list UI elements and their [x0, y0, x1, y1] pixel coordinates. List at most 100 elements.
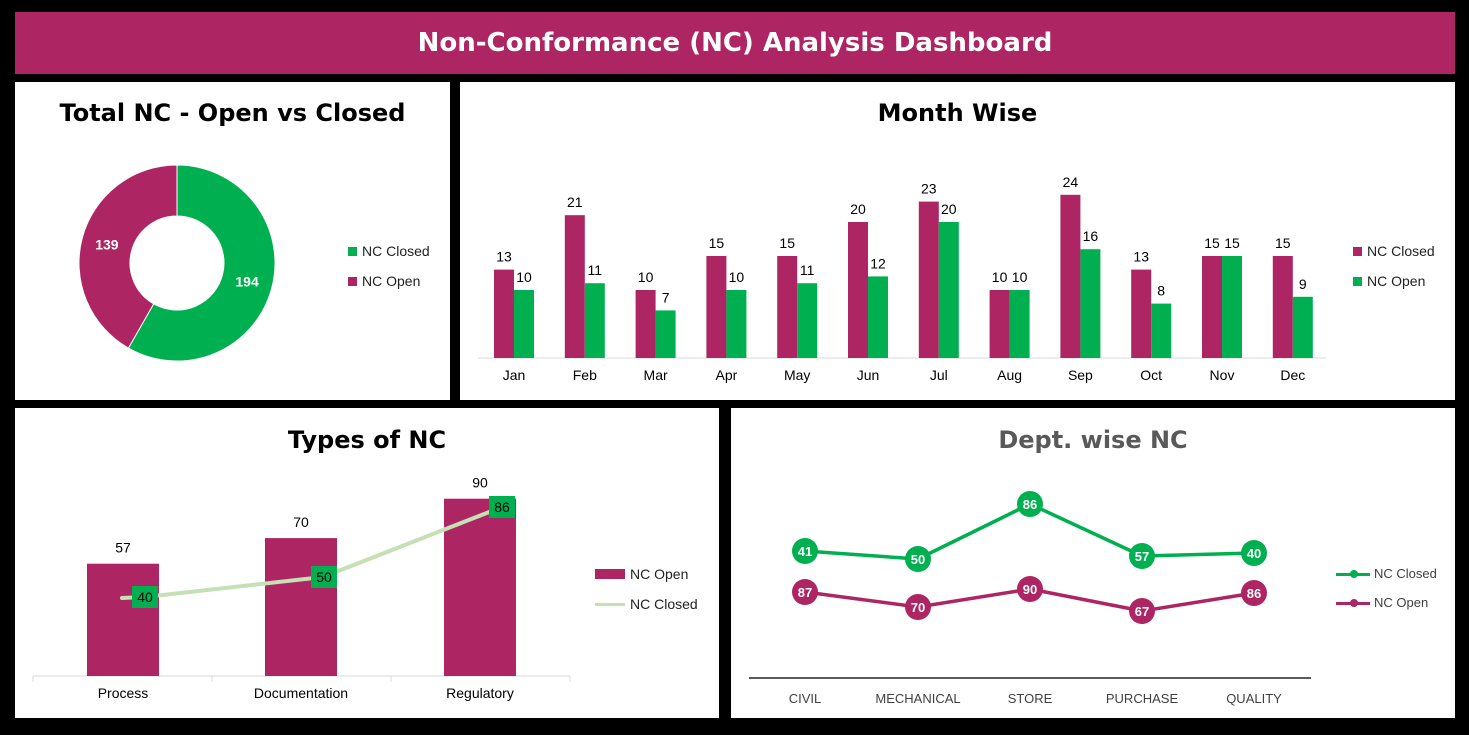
x-tick-label: STORE	[1008, 691, 1053, 706]
bar	[989, 290, 1010, 358]
x-tick-label: Dec	[1280, 367, 1305, 383]
line-data-label: 50	[316, 569, 332, 585]
bar	[584, 283, 605, 358]
x-tick-label: Nov	[1210, 367, 1235, 383]
legend-label-closed: NC Closed	[1374, 566, 1437, 581]
month-title: Month Wise	[877, 99, 1038, 127]
bar	[918, 201, 939, 358]
line-data-label: 86	[1247, 586, 1261, 601]
bar-data-label: 10	[638, 269, 654, 285]
x-tick-label: Regulatory	[446, 685, 514, 701]
line-point	[1241, 540, 1267, 566]
bar	[726, 290, 747, 358]
bar	[1060, 194, 1081, 358]
line-data-label: 90	[1023, 582, 1037, 597]
legend-item-open: NC Open	[348, 266, 430, 296]
dept-panel: Dept. wise NC CIVIL MECHANICAL STORE PURCHA…	[731, 408, 1455, 718]
donut-slice	[127, 164, 276, 362]
bar-data-label: 90	[472, 475, 488, 491]
donut-data-label: 139	[95, 236, 119, 252]
bar	[938, 222, 959, 358]
bar-data-label: 10	[516, 269, 532, 285]
legend-swatch-open	[1336, 597, 1370, 609]
legend-label-closed: NC Closed	[1367, 243, 1435, 259]
bar-data-label: 20	[941, 201, 957, 217]
types-legend: NC Open NC Closed	[595, 559, 698, 619]
legend-item-open: NC Open	[1353, 266, 1435, 296]
bar	[1151, 303, 1172, 358]
line-data-label: 86	[494, 499, 510, 515]
x-tick-label: Documentation	[254, 685, 348, 701]
x-tick-label: Mar	[644, 367, 668, 383]
types-title: Types of NC	[287, 426, 447, 454]
bar-data-label: 15	[709, 235, 725, 251]
legend-label-closed: NC Closed	[362, 243, 430, 259]
donut-slice	[78, 164, 178, 349]
line-point	[1129, 543, 1155, 569]
line-data-label-bg	[489, 496, 515, 518]
bar-data-label: 16	[1083, 228, 1099, 244]
line-data-label: 87	[798, 585, 812, 600]
bar	[87, 563, 159, 676]
line-point	[1017, 576, 1043, 602]
line-point	[905, 546, 931, 572]
legend-swatch-closed	[1336, 568, 1370, 580]
bar	[868, 276, 888, 358]
line-data-label: 40	[137, 589, 153, 605]
types-chart: 57 Process 70 Documentation 90 Regulatory 40 50…	[32, 475, 571, 701]
legend-label-open: NC Open	[1367, 273, 1426, 289]
bar-data-label: 13	[1133, 249, 1149, 265]
line-data-label: 86	[1023, 497, 1037, 512]
legend-label-open: NC Open	[630, 566, 689, 582]
bar-data-label: 15	[1204, 235, 1220, 251]
x-tick-label: PURCHASE	[1106, 691, 1179, 706]
legend-item-closed: NC Closed	[595, 589, 698, 619]
legend-swatch-closed	[348, 246, 357, 256]
x-tick-label: QUALITY	[1226, 691, 1282, 706]
line-data-label: 57	[1135, 549, 1149, 564]
x-tick-label: Oct	[1140, 367, 1162, 383]
bar	[494, 269, 514, 358]
legend-label-open: NC Open	[1374, 595, 1429, 610]
x-tick-label: Aug	[997, 367, 1022, 383]
bar	[635, 290, 656, 358]
dept-title: Dept. wise NC	[998, 426, 1188, 454]
x-tick-label: MECHANICAL	[875, 691, 960, 706]
bar	[1009, 290, 1030, 358]
bar-data-label: 10	[1012, 269, 1028, 285]
legend-item-open: NC Open	[595, 559, 698, 589]
x-tick-label: Sep	[1068, 367, 1093, 383]
x-tick-label: Jun	[857, 367, 880, 383]
bar	[1222, 256, 1242, 358]
legend-swatch-open	[348, 276, 357, 286]
bar	[1080, 249, 1101, 358]
x-tick-label: CIVIL	[789, 691, 822, 706]
line-point	[1129, 598, 1155, 624]
legend-swatch-closed	[1353, 246, 1362, 256]
bar	[1292, 296, 1313, 358]
bar-data-label: 10	[992, 269, 1008, 285]
legend-label-closed: NC Closed	[630, 596, 698, 612]
bar	[564, 215, 585, 358]
bar-data-label: 70	[293, 514, 309, 530]
legend-item-closed: NC Closed	[1336, 559, 1437, 588]
x-tick-label: May	[784, 367, 810, 383]
month-chart: 1310Jan2111Feb107Mar1510Apr1511May2012Ju…	[478, 174, 1326, 383]
line-point	[905, 594, 931, 620]
x-tick-label: Process	[98, 685, 149, 701]
legend-label-open: NC Open	[362, 273, 421, 289]
donut-title: Total NC - Open vs Closed	[59, 99, 406, 127]
donut-panel: Total NC - Open vs Closed 194 139 NC Clos…	[15, 82, 450, 400]
x-tick-label: Jan	[503, 367, 526, 383]
donut-chart: 194 139	[78, 164, 276, 362]
line-data-label: 40	[1247, 546, 1261, 561]
bar-data-label: 23	[921, 181, 937, 197]
x-tick-label: Jul	[930, 367, 948, 383]
line-data-label: 41	[798, 544, 812, 559]
bar-data-label: 11	[800, 262, 815, 278]
bar-data-label: 13	[496, 249, 512, 265]
x-tick-label: Apr	[716, 367, 738, 383]
month-panel: Month Wise 13 10 Jan 21 11 Feb 10 7 Mar 15 10 Apr 15…	[460, 82, 1455, 400]
dashboard-title: Non-Conformance (NC) Analysis Dashboard	[15, 12, 1455, 74]
bar	[1272, 256, 1293, 358]
